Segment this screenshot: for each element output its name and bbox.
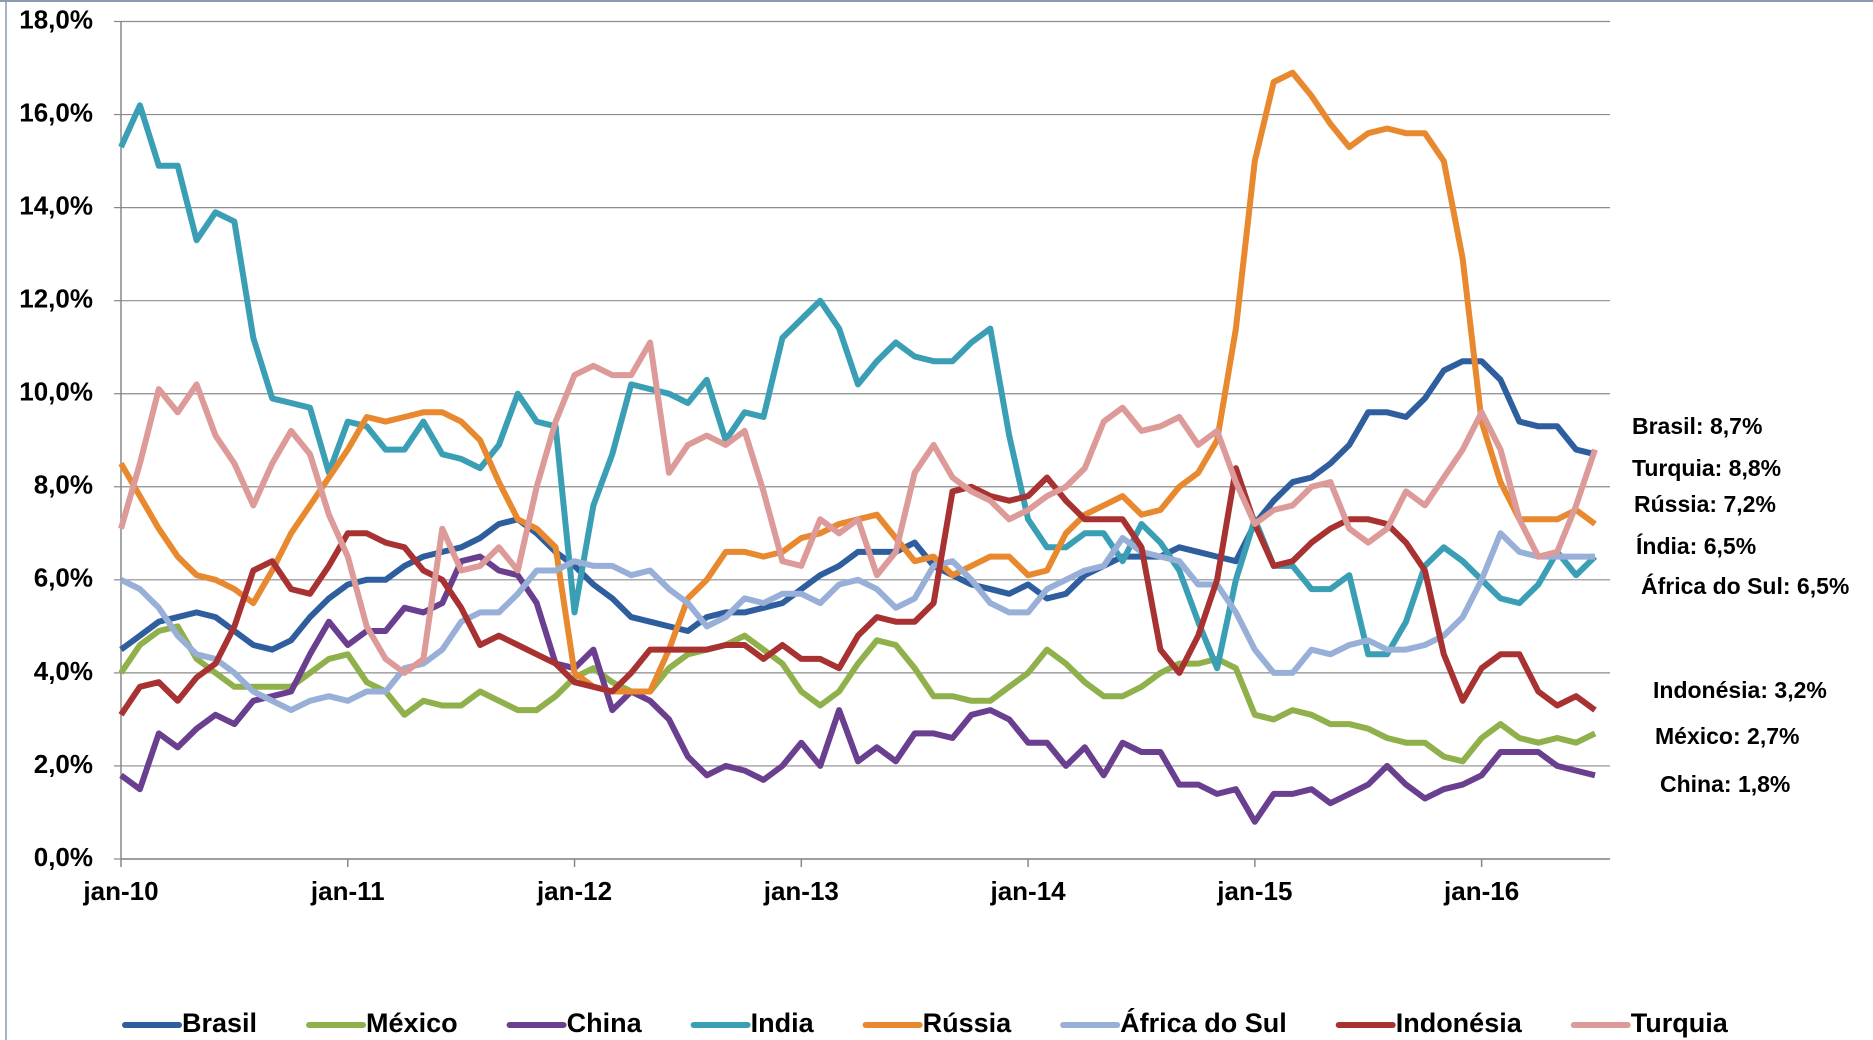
end-label: Turquia: 8,8% xyxy=(1632,455,1781,481)
y-tick-label: 8,0% xyxy=(34,470,93,500)
legend-label: China xyxy=(567,1008,643,1038)
y-tick-label: 4,0% xyxy=(34,656,93,686)
series-line xyxy=(118,623,1597,765)
end-label: África do Sul: 6,5% xyxy=(1641,572,1849,599)
y-tick-label: 16,0% xyxy=(19,97,93,127)
y-tick-label: 2,0% xyxy=(34,749,93,779)
x-tick-label: jan-15 xyxy=(1216,876,1292,906)
legend-label: México xyxy=(366,1008,458,1038)
x-tick-label: jan-16 xyxy=(1443,876,1519,906)
x-tick-label: jan-12 xyxy=(536,876,612,906)
series-line xyxy=(118,102,1598,672)
x-tick-label: jan-11 xyxy=(310,876,385,906)
end-label: Indonésia: 3,2% xyxy=(1653,677,1827,703)
end-label: México: 2,7% xyxy=(1655,723,1799,749)
x-tick-label: jan-14 xyxy=(989,876,1066,906)
series-line xyxy=(119,530,1595,714)
series-line xyxy=(119,358,1596,653)
legend-label: África do Sul xyxy=(1120,1007,1287,1038)
y-tick-label: 6,0% xyxy=(34,563,93,593)
y-tick-label: 18,0% xyxy=(19,4,93,34)
end-label: Brasil: 8,7% xyxy=(1632,413,1762,439)
legend-label: India xyxy=(751,1008,815,1038)
x-tick-label: jan-13 xyxy=(763,876,839,906)
legend-label: Turquia xyxy=(1631,1008,1729,1038)
y-tick-label: 12,0% xyxy=(19,284,93,314)
legend-label: Rússia xyxy=(923,1008,1013,1038)
legend-label: Indonésia xyxy=(1396,1008,1523,1038)
series-line xyxy=(118,339,1598,676)
y-tick-label: 10,0% xyxy=(19,377,93,407)
legend-label: Brasil xyxy=(182,1008,257,1038)
x-tick-label: jan-10 xyxy=(82,876,158,906)
end-label: China: 1,8% xyxy=(1660,771,1790,797)
series-line xyxy=(118,465,1597,717)
end-label: Índia: 6,5% xyxy=(1636,532,1756,559)
y-tick-label: 0,0% xyxy=(34,842,93,872)
y-tick-label: 14,0% xyxy=(19,190,93,220)
end-label: Rússia: 7,2% xyxy=(1634,491,1776,517)
